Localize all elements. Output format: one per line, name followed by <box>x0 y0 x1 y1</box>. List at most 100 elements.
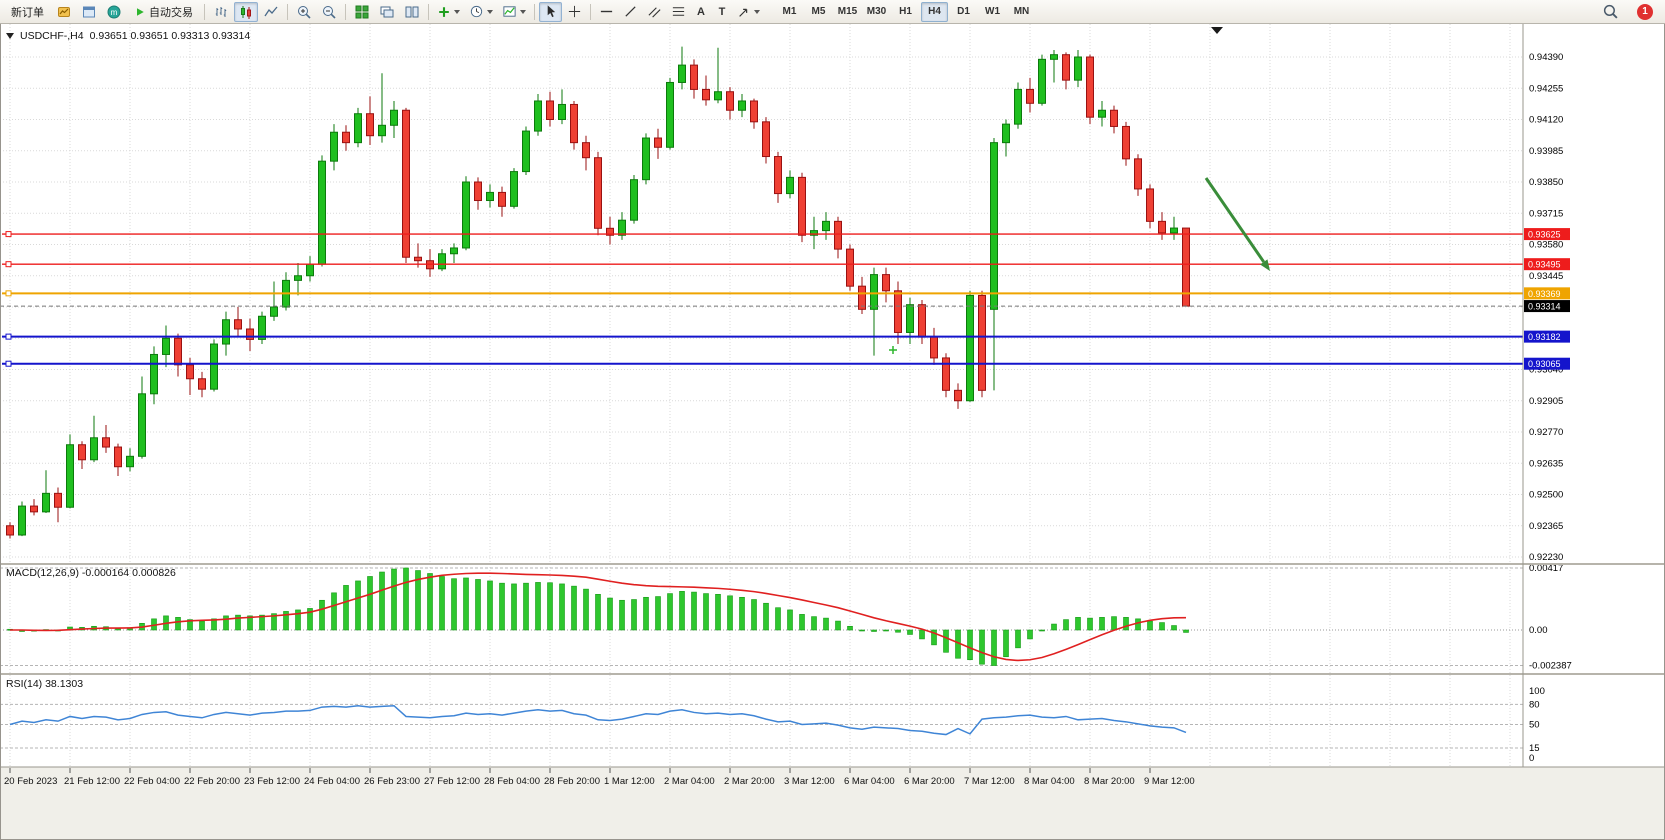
svg-text:m: m <box>111 8 118 17</box>
separator <box>534 3 535 20</box>
toolbar: 新订单 m 自动交易 <box>0 0 1665 24</box>
toolbar-right-group: 1 <box>1598 2 1661 22</box>
arrow-annotation-head <box>1260 259 1270 271</box>
bar-chart-icon[interactable] <box>209 2 233 22</box>
svg-text:0.93314: 0.93314 <box>1528 302 1561 312</box>
separator <box>204 3 205 20</box>
dropdown-caret <box>754 10 760 17</box>
svg-text:0.00417: 0.00417 <box>1529 563 1563 574</box>
hline-handle <box>5 360 12 367</box>
svg-text:0.92770: 0.92770 <box>1529 427 1563 438</box>
timeframe-w1[interactable]: W1 <box>985 6 1000 17</box>
community-icon[interactable]: m <box>102 2 126 22</box>
data-window-icon[interactable] <box>77 2 101 22</box>
candlestick-chart-icon[interactable] <box>234 1 258 22</box>
svg-text:24 Feb 04:00: 24 Feb 04:00 <box>304 776 360 787</box>
text-tool-icon[interactable]: A <box>697 5 705 18</box>
zoom-in-icon[interactable] <box>292 2 316 22</box>
timeframe-m15[interactable]: M15 <box>837 6 858 17</box>
svg-text:1 Mar 12:00: 1 Mar 12:00 <box>604 776 655 787</box>
play-icon <box>137 7 144 16</box>
crosshair-icon[interactable] <box>563 2 586 22</box>
svg-text:0.93182: 0.93182 <box>1528 332 1561 342</box>
tile-windows-icon[interactable] <box>350 2 374 22</box>
new-order-button[interactable]: 新订单 <box>4 2 51 22</box>
hline-handle <box>5 261 12 268</box>
svg-text:-0.002387: -0.002387 <box>1529 660 1572 671</box>
svg-text:6 Mar 04:00: 6 Mar 04:00 <box>844 776 895 787</box>
hline-price-tag <box>1524 258 1570 271</box>
svg-text:0.93985: 0.93985 <box>1529 146 1563 157</box>
svg-text:8 Mar 20:00: 8 Mar 20:00 <box>1084 776 1135 787</box>
notification-count: 1 <box>1642 6 1648 17</box>
cascade-windows-icon[interactable] <box>375 2 399 22</box>
svg-text:0.00: 0.00 <box>1529 625 1548 636</box>
rsi-line <box>9 704 1187 736</box>
autotrade-button[interactable]: 自动交易 <box>127 2 200 22</box>
separator <box>287 3 288 20</box>
bid-price-tag <box>1524 300 1570 313</box>
svg-text:80: 80 <box>1529 699 1540 710</box>
timeframe-h1[interactable]: H1 <box>899 6 912 17</box>
separator <box>428 3 429 20</box>
notification-badge[interactable]: 1 <box>1637 3 1653 20</box>
new-chart-button[interactable] <box>433 2 464 22</box>
svg-text:0.93625: 0.93625 <box>1528 230 1561 240</box>
svg-text:9 Mar 12:00: 9 Mar 12:00 <box>1144 776 1195 787</box>
market-watch-icon[interactable] <box>52 2 76 22</box>
label-tool-icon[interactable]: T <box>718 5 726 18</box>
svg-text:0.92635: 0.92635 <box>1529 458 1563 469</box>
svg-text:0.93495: 0.93495 <box>1528 260 1561 270</box>
hline-price-tag <box>1524 228 1570 241</box>
zoom-out-icon[interactable] <box>317 2 341 22</box>
autotrade-label: 自动交易 <box>149 6 193 19</box>
svg-text:6 Mar 20:00: 6 Mar 20:00 <box>904 776 955 787</box>
timeframe-h4[interactable]: H4 <box>921 1 948 22</box>
svg-text:0.94390: 0.94390 <box>1529 52 1563 63</box>
plus-icon <box>439 6 449 17</box>
timeframe-mn[interactable]: MN <box>1013 6 1030 17</box>
dropdown-caret <box>454 10 460 17</box>
timeframe-m5[interactable]: M5 <box>811 6 826 17</box>
line-chart-icon[interactable] <box>259 2 283 22</box>
indicator-chart-icon <box>503 6 516 17</box>
svg-text:21 Feb 12:00: 21 Feb 12:00 <box>64 776 120 787</box>
tile-vertical-icon[interactable] <box>400 2 424 22</box>
horizontal-line-tool-icon[interactable] <box>595 2 618 22</box>
separator <box>590 3 591 20</box>
search-icon[interactable] <box>1598 2 1623 22</box>
chart-area[interactable]: 0.94390 0.94255 0.94120 0.93985 0.93850 0.937… <box>0 24 1665 790</box>
trendline-tool-icon[interactable] <box>619 2 642 22</box>
svg-text:26 Feb 23:00: 26 Feb 23:00 <box>364 776 420 787</box>
period-clock-button[interactable] <box>465 2 497 22</box>
svg-text:2 Mar 20:00: 2 Mar 20:00 <box>724 776 775 787</box>
svg-text:0.93580: 0.93580 <box>1529 240 1563 251</box>
svg-text:100: 100 <box>1529 686 1545 697</box>
svg-text:27 Feb 12:00: 27 Feb 12:00 <box>424 776 480 787</box>
hline-handle <box>5 231 12 238</box>
hline-handle <box>5 333 12 340</box>
cursor-arrow-icon[interactable] <box>539 1 562 22</box>
svg-text:2 Mar 04:00: 2 Mar 04:00 <box>664 776 715 787</box>
timeframe-m30[interactable]: M30 <box>866 6 887 17</box>
dropdown-caret <box>520 10 526 17</box>
chart-shift-marker <box>1211 27 1223 34</box>
svg-text:50: 50 <box>1529 720 1540 731</box>
indicators-button[interactable] <box>498 2 530 22</box>
dropdown-caret <box>487 10 493 17</box>
svg-text:0.93369: 0.93369 <box>1528 289 1561 299</box>
svg-text:23 Feb 12:00: 23 Feb 12:00 <box>244 776 300 787</box>
svg-text:0.92230: 0.92230 <box>1529 552 1563 563</box>
clock-icon <box>470 5 483 18</box>
timeframe-d1[interactable]: D1 <box>957 6 970 17</box>
bottom-margin <box>0 790 1665 840</box>
shapes-tool-button[interactable] <box>733 2 764 22</box>
equidistant-channel-tool-icon[interactable] <box>643 2 666 22</box>
fibonacci-tool-icon[interactable] <box>667 2 690 22</box>
svg-text:0.92365: 0.92365 <box>1529 521 1563 532</box>
svg-text:7 Mar 12:00: 7 Mar 12:00 <box>964 776 1015 787</box>
arrow-annotation <box>1204 177 1265 263</box>
plus-marker <box>889 346 897 354</box>
svg-text:0: 0 <box>1529 753 1534 764</box>
timeframe-m1[interactable]: M1 <box>782 6 797 17</box>
